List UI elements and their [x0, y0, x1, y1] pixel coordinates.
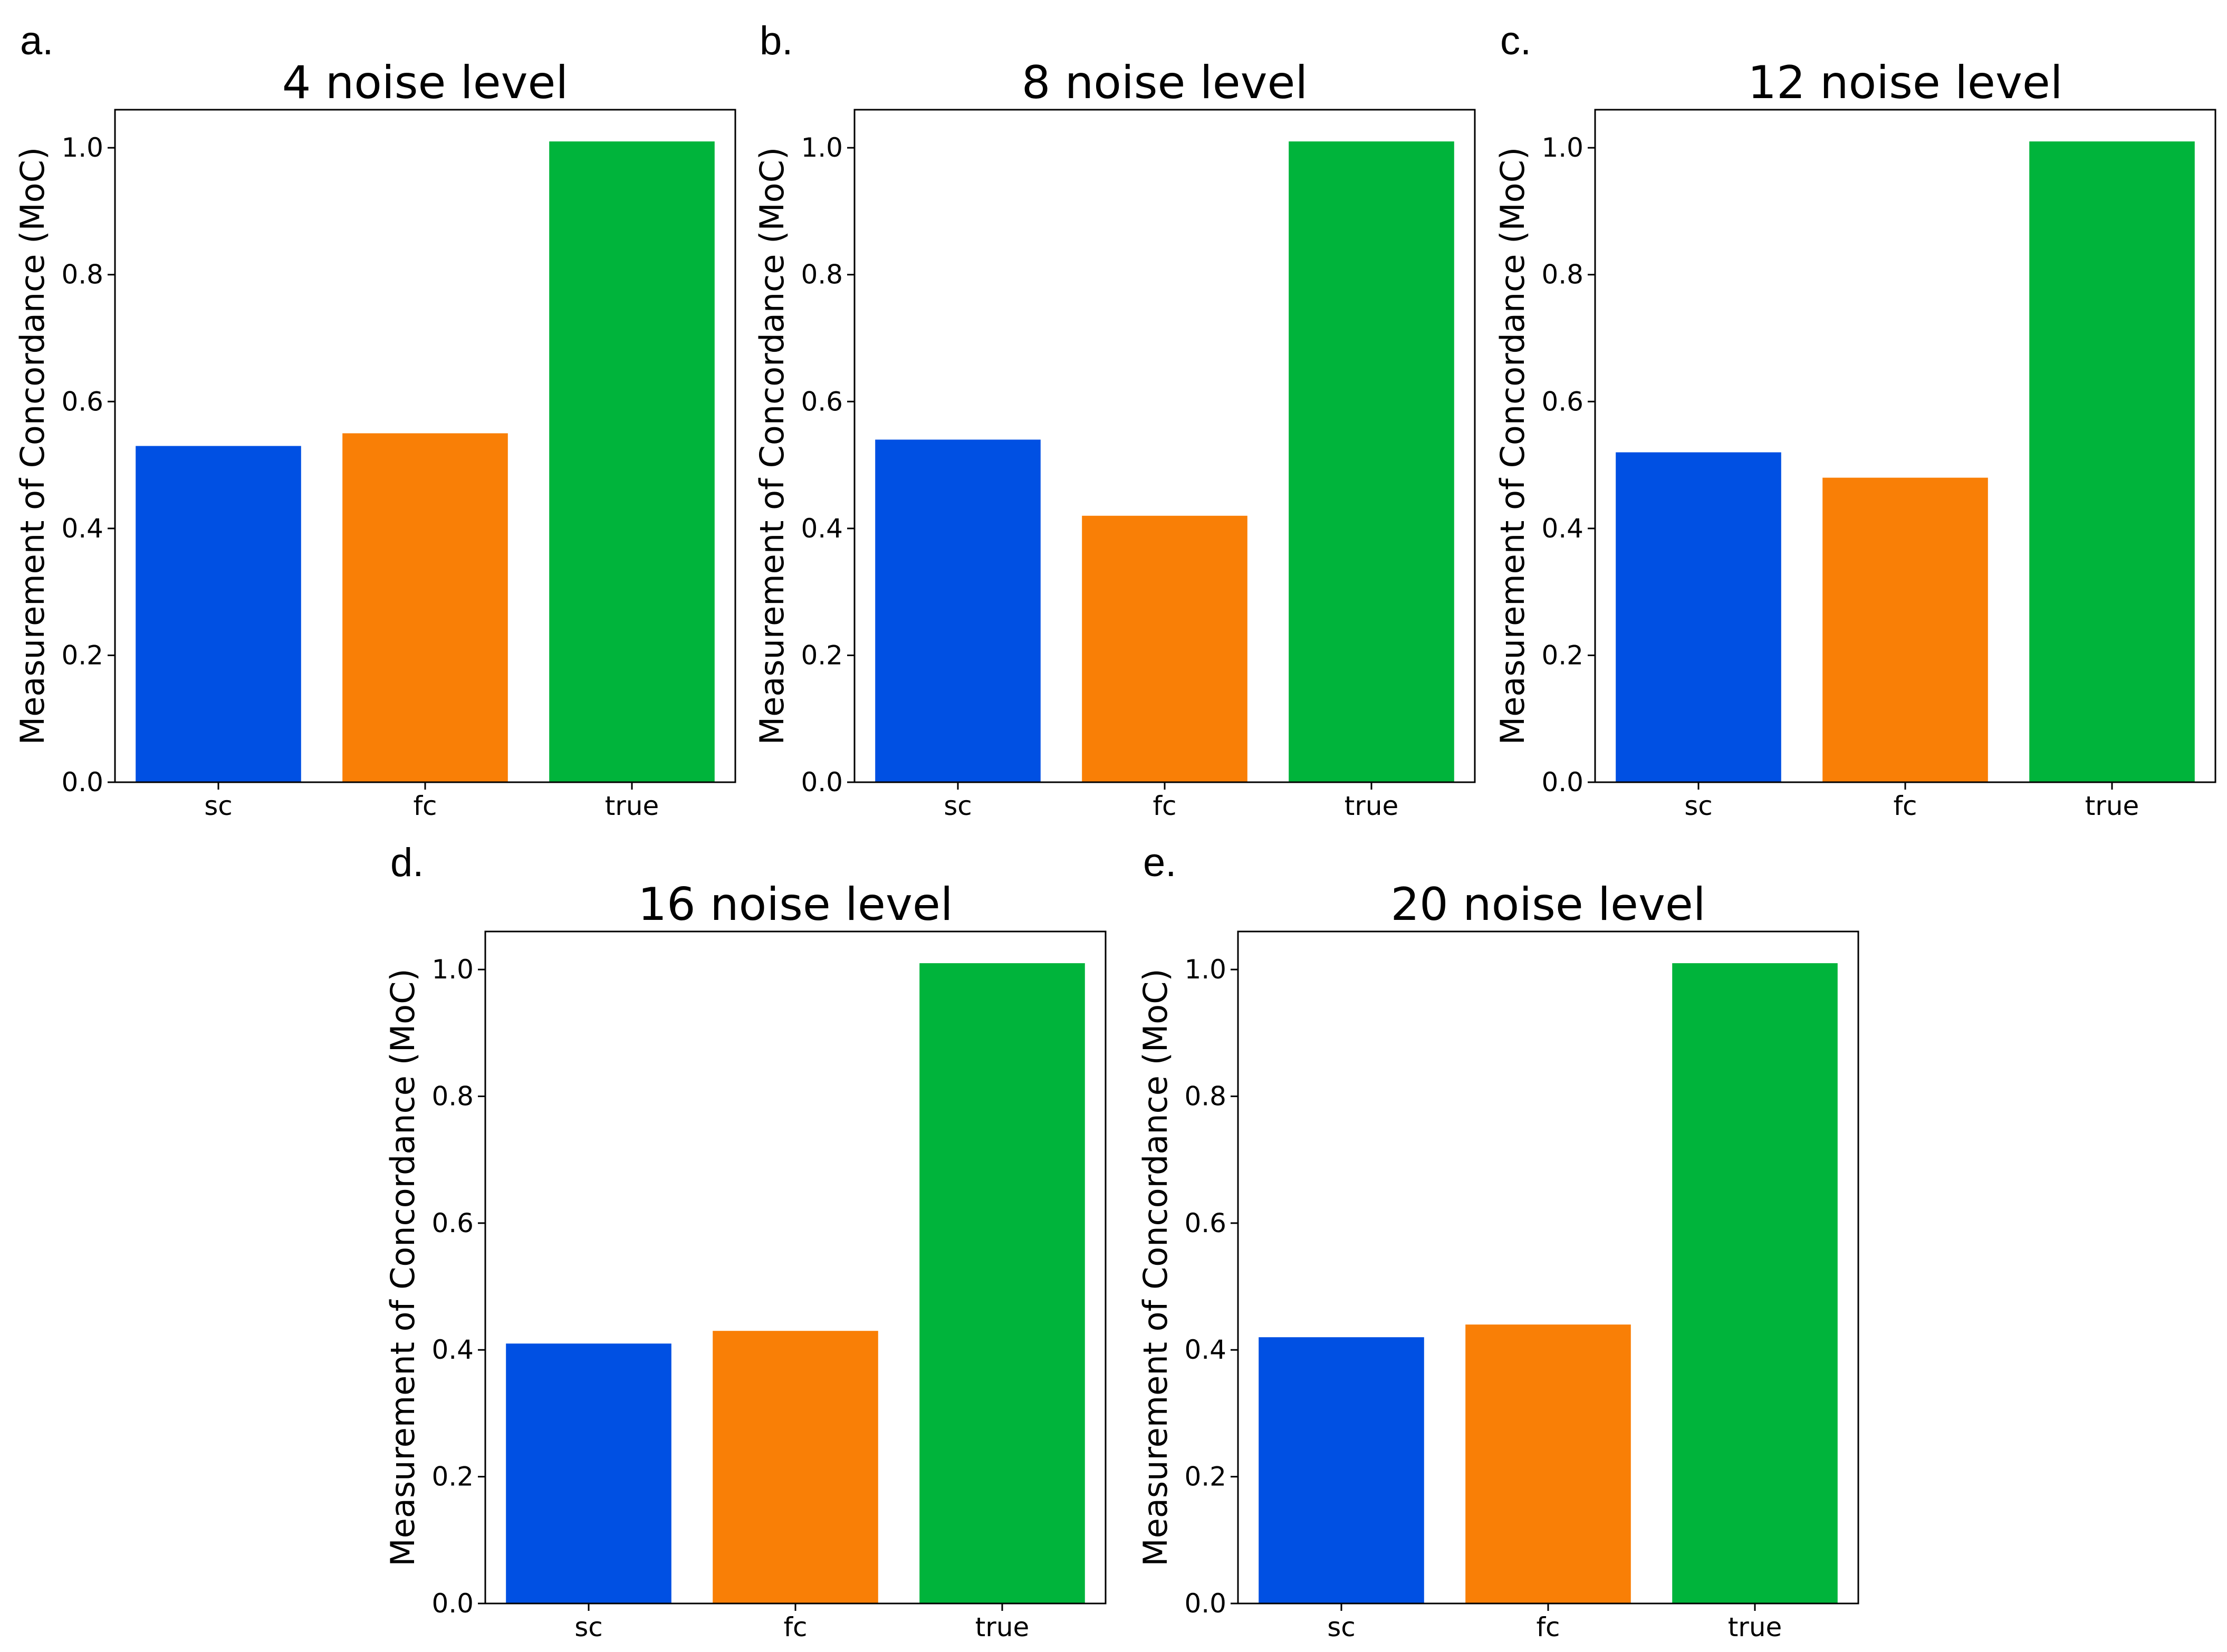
bar-true [1672, 963, 1838, 1603]
y-tick-label: 0.2 [431, 1462, 474, 1492]
y-tick-label: 0.4 [1184, 1334, 1226, 1365]
bar-true [549, 141, 715, 783]
panel-label: d. [390, 840, 424, 885]
panel-label: a. [20, 18, 53, 63]
x-tick-label-fc: fc [783, 1612, 807, 1643]
x-tick-label-fc: fc [413, 791, 437, 821]
y-tick-label: 0.0 [61, 767, 103, 798]
y-tick-label: 0.0 [431, 1588, 474, 1619]
y-tick-label: 0.8 [1184, 1081, 1226, 1111]
bar-fc [342, 433, 508, 782]
y-tick-label: 0.6 [801, 386, 843, 417]
y-tick-label: 0.8 [801, 260, 843, 290]
y-axis-label: Measurement of Concordance (MoC) [13, 147, 52, 745]
y-tick-label: 0.8 [1541, 260, 1583, 290]
y-tick-label: 0.2 [801, 640, 843, 670]
panel-label: e. [1143, 840, 1176, 885]
chart-title: 8 noise level [1022, 56, 1308, 109]
bar-sc [1616, 452, 1781, 782]
chart-panel-d: d. 16 noise level 0.0 0.2 0.4 0.6 0.8 1.0 sc fc tr… [383, 840, 1107, 1643]
x-tick-label-true: true [975, 1612, 1030, 1643]
bar-sc [875, 439, 1041, 782]
y-axis-label: Measurement of Concordance (MoC) [753, 147, 791, 745]
y-tick-label: 0.2 [1184, 1462, 1226, 1492]
x-tick-label-sc: sc [204, 791, 233, 821]
bar-true [2029, 141, 2195, 783]
x-tick-label-fc: fc [1893, 791, 1917, 821]
chart-panel-e: e. 20 noise level 0.0 0.2 0.4 0.6 0.8 1.0 sc fc tr… [1136, 840, 1859, 1643]
y-tick-label: 0.4 [431, 1334, 474, 1365]
x-tick-label-sc: sc [944, 791, 972, 821]
bar-sc [1259, 1337, 1424, 1603]
y-tick-label: 0.8 [61, 260, 103, 290]
y-tick-label: 0.8 [431, 1081, 474, 1111]
y-tick-label: 0.4 [801, 513, 843, 544]
y-tick-label: 0.2 [61, 640, 103, 670]
chart-panel-a: a. 4 noise level 0.0 0.2 0.4 0.6 0.8 1.0 sc fc tru… [13, 18, 736, 821]
y-tick-label: 1.0 [61, 132, 103, 163]
y-tick-label: 0.0 [1541, 767, 1583, 798]
y-tick-label: 0.2 [1541, 640, 1583, 670]
x-tick-label-sc: sc [574, 1612, 603, 1643]
y-tick-label: 1.0 [431, 954, 474, 985]
y-tick-label: 0.0 [801, 767, 843, 798]
chart-title: 12 noise level [1748, 56, 2062, 109]
x-tick-label-sc: sc [1327, 1612, 1356, 1643]
chart-title: 20 noise level [1390, 878, 1705, 931]
y-tick-label: 0.4 [1541, 513, 1583, 544]
y-axis-label: Measurement of Concordance (MoC) [1136, 968, 1175, 1566]
y-tick-label: 0.0 [1184, 1588, 1226, 1619]
x-tick-label-true: true [1728, 1612, 1782, 1643]
bar-fc [713, 1331, 878, 1603]
chart-panel-b: b. 8 noise level 0.0 0.2 0.4 0.6 0.8 1.0 sc fc tru… [753, 18, 1476, 821]
y-axis-label: Measurement of Concordance (MoC) [1493, 147, 1532, 745]
panel-label: b. [760, 18, 793, 63]
x-tick-label-sc: sc [1684, 791, 1713, 821]
panel-label: c. [1500, 18, 1531, 63]
bar-fc [1822, 477, 1988, 782]
chart-panel-c: c. 12 noise level 0.0 0.2 0.4 0.6 0.8 1.0 sc fc tr… [1493, 18, 2216, 821]
x-tick-label-true: true [605, 791, 659, 821]
bar-sc [136, 446, 301, 782]
y-tick-label: 0.6 [1184, 1208, 1226, 1238]
bar-fc [1082, 515, 1247, 782]
x-tick-label-fc: fc [1153, 791, 1176, 821]
y-axis-label: Measurement of Concordance (MoC) [383, 968, 422, 1566]
bar-true [919, 963, 1085, 1603]
bar-sc [506, 1343, 671, 1603]
x-tick-label-true: true [2085, 791, 2139, 821]
x-tick-label-true: true [1345, 791, 1399, 821]
bar-fc [1465, 1324, 1631, 1603]
chart-title: 4 noise level [282, 56, 569, 109]
y-tick-label: 0.6 [1541, 386, 1583, 417]
x-tick-label-fc: fc [1536, 1612, 1560, 1643]
y-tick-label: 1.0 [1541, 132, 1583, 163]
y-tick-label: 0.4 [61, 513, 103, 544]
y-tick-label: 1.0 [1184, 954, 1226, 985]
y-tick-label: 0.6 [61, 386, 103, 417]
y-tick-label: 1.0 [801, 132, 843, 163]
y-tick-label: 0.6 [431, 1208, 474, 1238]
chart-title: 16 noise level [638, 878, 953, 931]
bar-true [1289, 141, 1454, 783]
